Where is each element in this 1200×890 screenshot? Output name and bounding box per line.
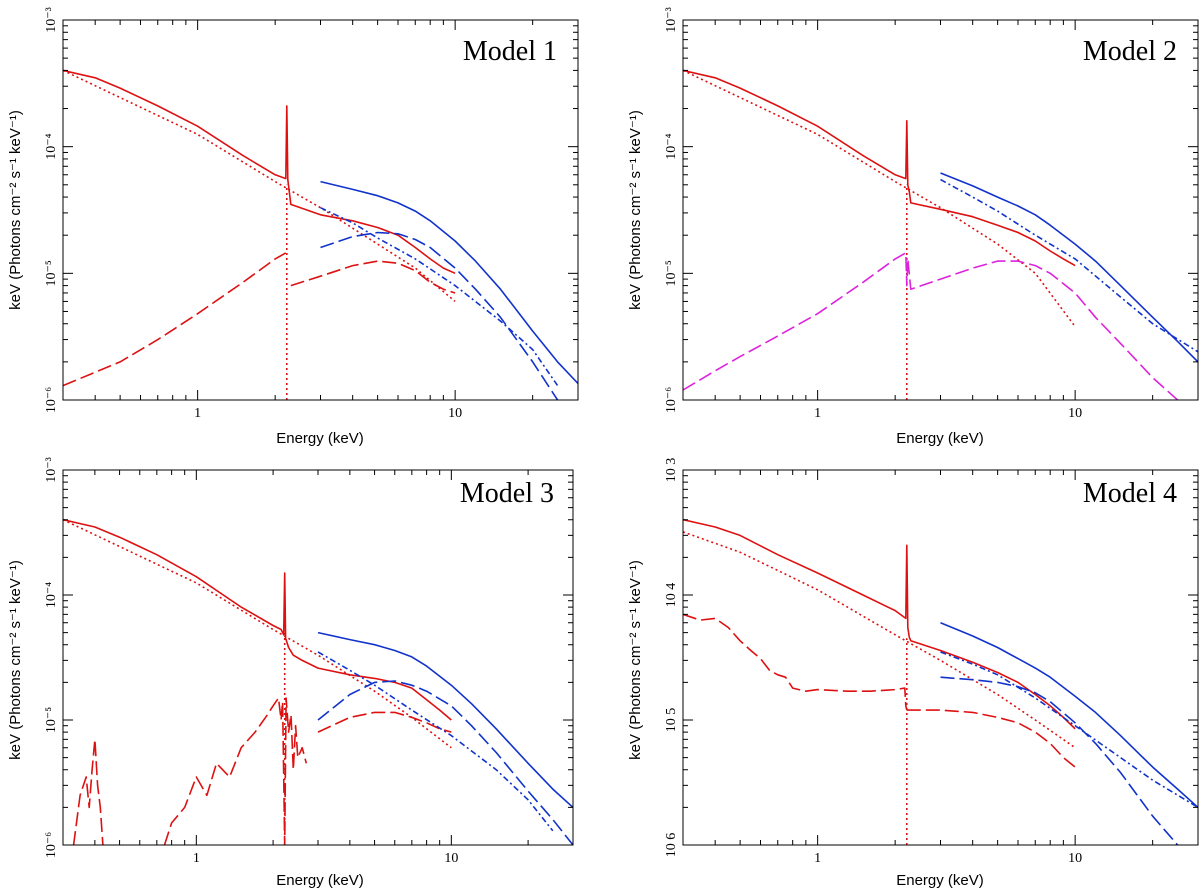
x-axis-label: Energy (keV) [896,430,984,447]
x-tick-label: 1 [814,406,821,421]
series-red-power-law [63,69,456,303]
y-tick-label: 10 4 [664,583,679,608]
x-tick-label: 10 [1068,406,1082,421]
plot-frame [62,19,579,401]
y-tick-label: 10⁻³ [44,457,59,483]
series-blue-power-law [320,206,559,387]
series-red-power-law [683,531,1076,749]
series-red-power-law [683,69,1076,328]
series-red-reflection [63,252,287,387]
y-tick-label: 10⁻⁴ [44,133,59,159]
series-red-total [683,518,1076,730]
series-blue-total [940,621,1198,808]
series-red-reflection-high [290,260,456,294]
panel-title: Model 3 [460,478,554,509]
panel-title: Model 2 [1083,36,1177,67]
series-red-total [683,69,1076,267]
series-blue-total [940,172,1198,363]
panel-title: Model 4 [1083,478,1177,509]
series-red-total [63,69,456,275]
x-tick-label: 1 [814,851,821,866]
plot-frame [682,469,1199,846]
x-axis-label: Energy (keV) [896,872,984,889]
y-tick-label: 10⁻⁵ [44,707,59,733]
y-tick-label: 10 6 [664,833,679,858]
panel-title: Model 1 [463,36,557,67]
series-red-total [63,518,452,721]
y-tick-label: 10⁻⁴ [44,582,59,608]
series-magenta-reflection [683,252,1179,400]
x-tick-label: 10 [1068,851,1082,866]
series-blue-power-law [940,651,1198,809]
series-red-reflection-high [906,709,1076,768]
series-red-power-law [63,518,452,749]
series-red-absorbed [163,697,308,845]
series-blue-reflection [940,676,1179,845]
y-axis-label: keV (Photons cm⁻² s⁻¹ keV⁻¹) [627,110,644,310]
series-blue-total [317,631,573,808]
y-tick-label: 10⁻⁶ [44,387,59,413]
y-tick-label: 10 5 [664,708,679,733]
x-tick-label: 1 [194,406,201,421]
series-blue-total [320,180,578,385]
series-group [63,518,573,845]
y-tick-label: 10⁻⁴ [664,133,679,159]
panel-model-1: Model 1 Energy (keV) keV (Photons cm⁻² s… [7,7,579,447]
plot-frame [62,469,574,846]
series-red-reflection-high [317,711,452,733]
series-group [63,69,578,400]
y-tick-label: 10⁻⁶ [44,832,59,858]
panel-model-2: Model 2 Energy (keV) keV (Photons cm⁻² s… [627,7,1199,447]
y-axis-label: keV (Photons cm⁻² s⁻¹ keV⁻¹) [7,110,24,310]
x-tick-label: 1 [193,851,200,866]
y-tick-label: 10⁻⁵ [664,260,679,286]
x-axis-label: Energy (keV) [276,430,364,447]
series-blue-reflection [317,680,573,845]
series-red-reflection [683,613,908,711]
series-red-absorbed-low [72,738,104,845]
x-tick-label: 10 [448,406,462,421]
x-tick-label: 10 [444,851,458,866]
y-tick-label: 10⁻⁶ [664,387,679,413]
y-tick-label: 10⁻³ [664,7,679,33]
y-tick-label: 10⁻³ [44,7,59,33]
y-axis-label: keV (Photons cm⁻² s⁻¹ keV⁻¹) [627,560,644,760]
series-group [683,518,1198,845]
y-axis-label: keV (Photons cm⁻² s⁻¹ keV⁻¹) [7,560,24,760]
x-axis-label: Energy (keV) [276,872,364,889]
series-blue-power-law [317,651,554,832]
y-tick-label: 10 3 [664,458,679,483]
series-blue-reflection [320,231,559,400]
series-group [683,69,1198,400]
panel-model-3: Model 3 Energy (keV) keV (Photons cm⁻² s… [7,457,574,889]
panel-model-4: Model 4 Energy (keV) keV (Photons cm⁻² s… [627,458,1199,889]
y-tick-label: 10⁻⁵ [44,260,59,286]
